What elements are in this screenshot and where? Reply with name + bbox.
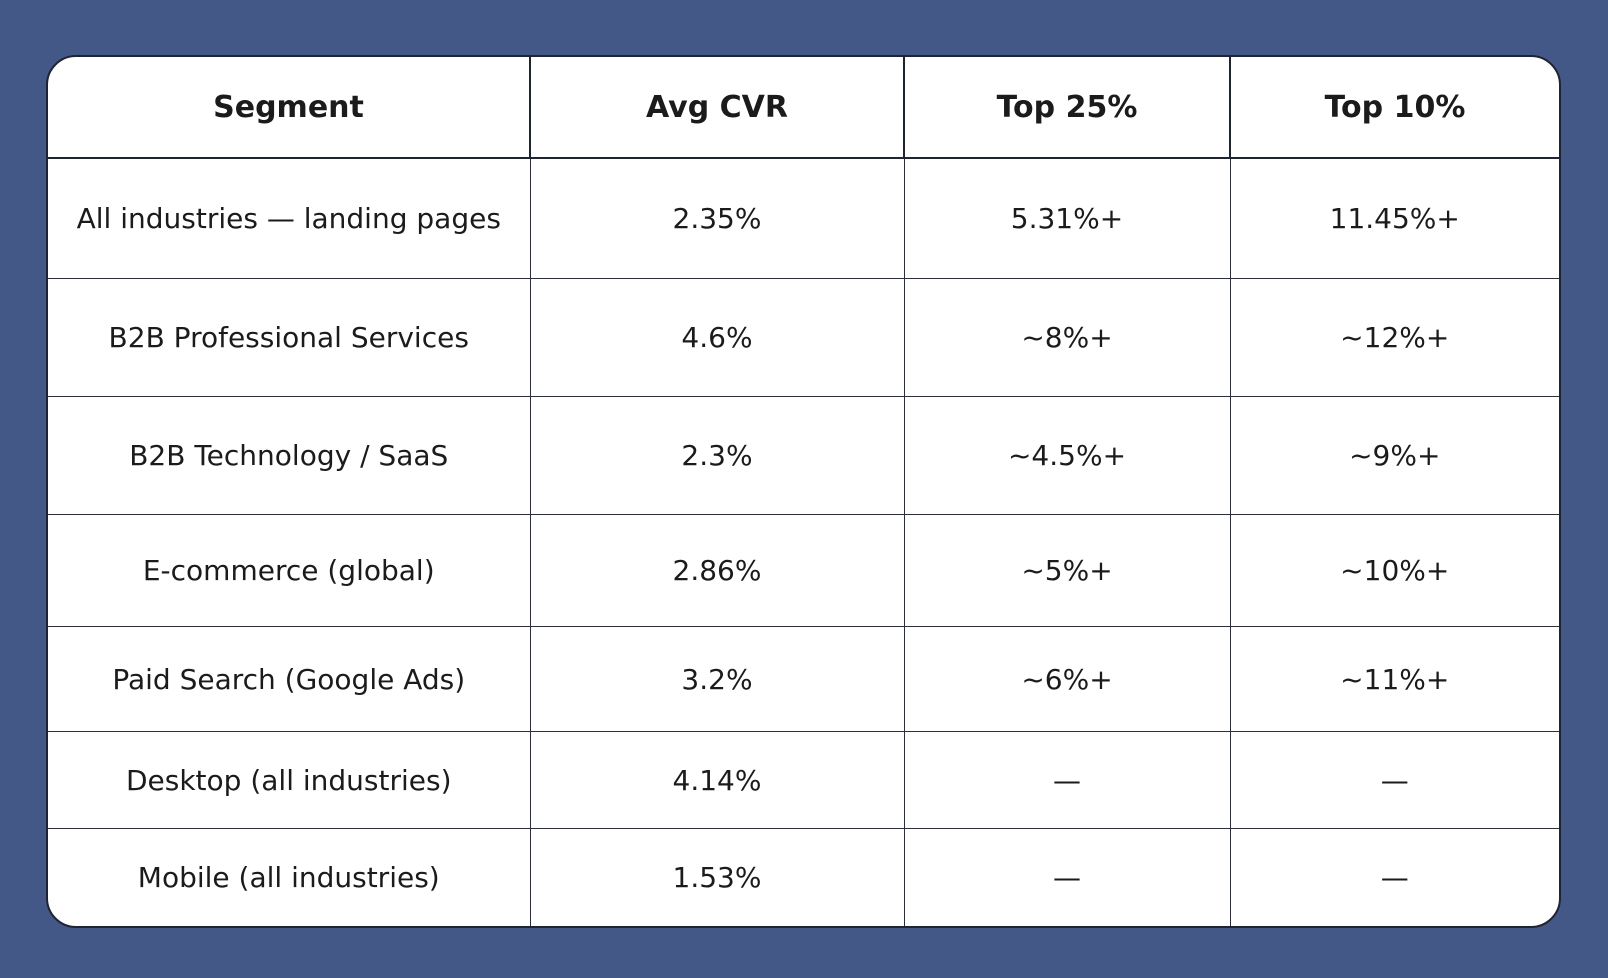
cell-avg-cvr: 4.6%: [530, 278, 905, 398]
cell-segment: B2B Technology / SaaS: [48, 396, 531, 515]
table-row: B2B Professional Services 4.6% ~8%+ ~12%…: [48, 278, 1559, 398]
table-row: All industries — landing pages 2.35% 5.3…: [48, 158, 1559, 279]
table-row: Mobile (all industries) 1.53% — —: [48, 828, 1559, 926]
cell-avg-cvr: 2.35%: [530, 158, 905, 279]
cell-top-25: ~5%+: [904, 514, 1231, 628]
column-header-segment: Segment: [48, 57, 531, 159]
table-row: Desktop (all industries) 4.14% — —: [48, 731, 1559, 830]
cell-segment: E-commerce (global): [48, 514, 531, 628]
cell-avg-cvr: 2.3%: [530, 396, 905, 515]
table-row: B2B Technology / SaaS 2.3% ~4.5%+ ~9%+: [48, 396, 1559, 515]
table-row: E-commerce (global) 2.86% ~5%+ ~10%+: [48, 514, 1559, 628]
column-header-top-10: Top 10%: [1230, 57, 1559, 159]
cell-segment: Desktop (all industries): [48, 731, 531, 830]
cell-top-10: ~9%+: [1230, 396, 1559, 515]
cell-avg-cvr: 1.53%: [530, 828, 905, 926]
cell-top-25: —: [904, 731, 1231, 830]
table-header-row: Segment Avg CVR Top 25% Top 10%: [48, 57, 1559, 159]
cell-top-25: ~8%+: [904, 278, 1231, 398]
cell-top-10: —: [1230, 731, 1559, 830]
column-header-avg-cvr: Avg CVR: [530, 57, 905, 159]
cell-segment: Paid Search (Google Ads): [48, 626, 531, 732]
cell-segment: Mobile (all industries): [48, 828, 531, 926]
cell-top-10: ~11%+: [1230, 626, 1559, 732]
cvr-benchmark-table: Segment Avg CVR Top 25% Top 10% All indu…: [48, 57, 1559, 926]
cell-top-10: —: [1380, 861, 1409, 895]
cell-avg-cvr: 3.2%: [530, 626, 905, 732]
cell-top-25: ~4.5%+: [904, 396, 1231, 515]
column-header-top-25: Top 25%: [904, 57, 1231, 159]
cell-segment: B2B Professional Services: [48, 278, 531, 398]
cell-avg-cvr: 2.86%: [530, 514, 905, 628]
cell-segment: All industries — landing pages: [48, 158, 531, 279]
cell-top-25: —: [904, 828, 1231, 926]
cell-top-25: ~6%+: [904, 626, 1231, 732]
cell-avg-cvr: 4.14%: [530, 731, 905, 830]
data-table-card: Segment Avg CVR Top 25% Top 10% All indu…: [46, 55, 1561, 928]
cell-top-10: ~12%+: [1230, 278, 1559, 398]
table-row: Paid Search (Google Ads) 3.2% ~6%+ ~11%+: [48, 626, 1559, 732]
cell-top-10: ~10%+: [1230, 514, 1559, 628]
cell-top-10: 11.45%+: [1230, 158, 1559, 279]
cell-top-25: 5.31%+: [904, 158, 1231, 279]
